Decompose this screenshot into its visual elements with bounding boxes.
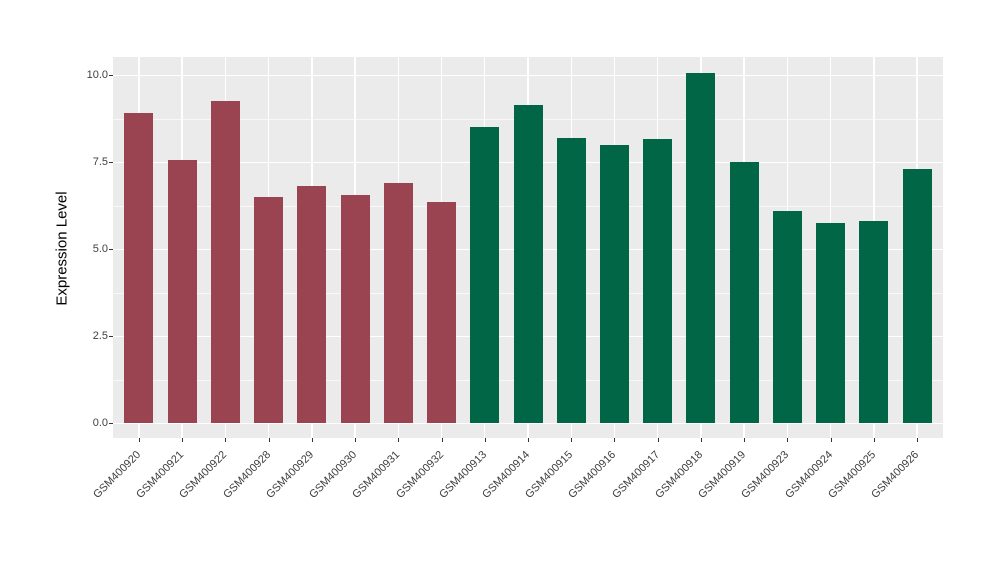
x-tick-mark bbox=[528, 438, 529, 442]
x-tick-mark bbox=[700, 438, 702, 442]
bar-GSM400923 bbox=[772, 210, 802, 423]
bar-GSM400926 bbox=[902, 168, 932, 423]
x-tick-mark bbox=[744, 438, 746, 442]
x-tick-mark bbox=[225, 438, 227, 442]
y-tick-mark bbox=[109, 162, 113, 163]
y-tick-label: 0.0 bbox=[92, 417, 108, 429]
y-tick-mark bbox=[109, 249, 113, 250]
x-tick-mark bbox=[268, 438, 270, 442]
bar-GSM400918 bbox=[686, 73, 716, 423]
bar-GSM400930 bbox=[340, 195, 370, 423]
y-tick-mark bbox=[109, 75, 113, 76]
y-tick-mark bbox=[109, 336, 113, 337]
x-tick-mark bbox=[138, 438, 140, 442]
y-tick-label: 2.5 bbox=[92, 330, 108, 342]
bar-GSM400929 bbox=[297, 186, 327, 423]
x-tick-mark bbox=[873, 438, 875, 442]
bar-GSM400921 bbox=[167, 160, 197, 423]
x-tick-mark bbox=[484, 438, 486, 442]
bar-GSM400924 bbox=[816, 222, 846, 423]
bar-GSM400920 bbox=[124, 113, 154, 423]
bar-GSM400922 bbox=[210, 101, 240, 423]
x-tick-mark bbox=[398, 438, 400, 442]
bar-GSM400919 bbox=[729, 162, 759, 423]
y-tick-label: 10.0 bbox=[86, 69, 108, 81]
y-tick-label: 5.0 bbox=[92, 243, 108, 255]
x-tick-mark bbox=[787, 438, 789, 442]
x-tick-mark bbox=[441, 438, 443, 442]
x-tick-mark bbox=[830, 438, 832, 442]
bar-GSM400917 bbox=[643, 139, 673, 423]
x-tick-mark bbox=[614, 438, 616, 442]
x-tick-mark bbox=[571, 438, 573, 442]
x-tick-mark bbox=[182, 438, 184, 442]
x-tick-mark bbox=[657, 438, 659, 442]
bar-GSM400932 bbox=[427, 202, 457, 423]
bar-GSM400931 bbox=[383, 182, 413, 423]
bar-GSM400915 bbox=[556, 137, 586, 423]
x-tick-mark bbox=[917, 438, 919, 442]
bar-GSM400914 bbox=[513, 104, 543, 423]
plot-panel bbox=[113, 57, 943, 438]
bar-GSM400925 bbox=[859, 221, 889, 423]
bar-GSM400913 bbox=[470, 127, 500, 423]
bar-GSM400928 bbox=[254, 196, 284, 423]
x-tick-mark bbox=[311, 438, 313, 442]
y-tick-mark bbox=[109, 423, 113, 424]
bar-GSM400916 bbox=[599, 144, 629, 423]
y-tick-label: 7.5 bbox=[92, 156, 108, 168]
x-tick-mark bbox=[355, 438, 357, 442]
